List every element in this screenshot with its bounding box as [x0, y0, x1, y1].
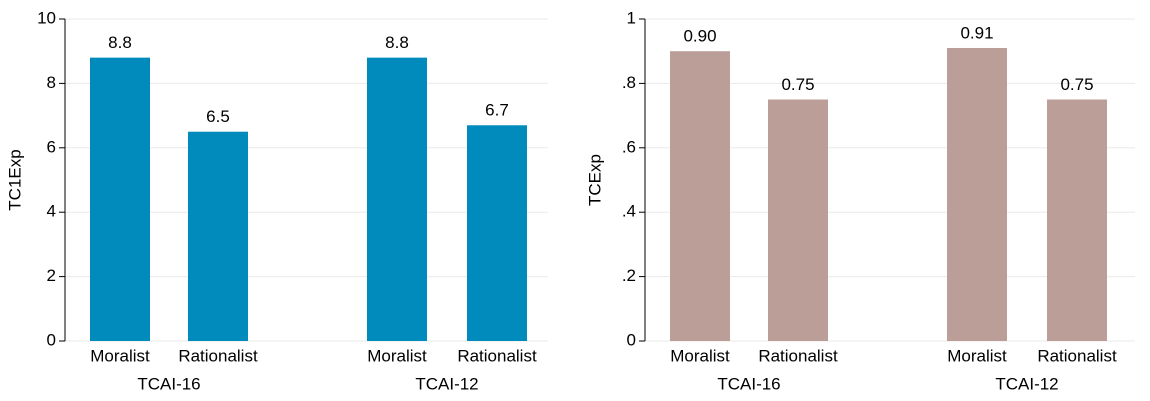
x-tick-label: Moralist	[367, 346, 427, 365]
bar	[367, 57, 427, 341]
x-tick-label: Moralist	[670, 346, 730, 365]
value-label: 0.90	[683, 27, 716, 46]
y-tick-label: 2	[47, 266, 56, 285]
value-label: 8.8	[385, 33, 409, 52]
bar	[768, 99, 828, 341]
x-tick-label: Moralist	[947, 346, 1007, 365]
x-tick-label: Rationalist	[1037, 346, 1117, 365]
group-label: TCAI-12	[995, 374, 1058, 393]
y-tick-label: .2	[622, 266, 636, 285]
x-tick-label: Rationalist	[457, 346, 537, 365]
y-tick-label: 0	[47, 330, 56, 349]
bar	[188, 131, 248, 341]
x-tick-label: Rationalist	[178, 346, 258, 365]
y-tick-label: 6	[47, 137, 56, 156]
bar	[947, 47, 1007, 341]
y-tick-label: 4	[47, 202, 56, 221]
group-label: TCAI-16	[137, 374, 200, 393]
value-label: 0.75	[1060, 75, 1093, 94]
x-tick-label: Moralist	[90, 346, 150, 365]
value-label: 0.91	[960, 23, 993, 42]
y-axis-label: TCExp	[585, 154, 604, 206]
y-tick-label: .4	[622, 202, 636, 221]
value-label: 8.8	[108, 33, 132, 52]
value-label: 6.7	[485, 101, 509, 120]
group-label: TCAI-12	[415, 374, 478, 393]
y-tick-label: 1	[627, 8, 636, 27]
value-label: 6.5	[206, 107, 230, 126]
x-tick-label: Rationalist	[758, 346, 838, 365]
y-tick-label: 8	[47, 73, 56, 92]
value-label: 0.75	[781, 75, 814, 94]
bar	[670, 51, 730, 341]
y-tick-label: .6	[622, 137, 636, 156]
bar	[467, 125, 527, 341]
bar	[1047, 99, 1107, 341]
bar	[90, 57, 150, 341]
y-tick-label: 0	[627, 330, 636, 349]
y-axis-label: TC1Exp	[5, 149, 24, 210]
y-tick-label: 10	[37, 8, 56, 27]
y-tick-label: .8	[622, 73, 636, 92]
group-label: TCAI-16	[717, 374, 780, 393]
